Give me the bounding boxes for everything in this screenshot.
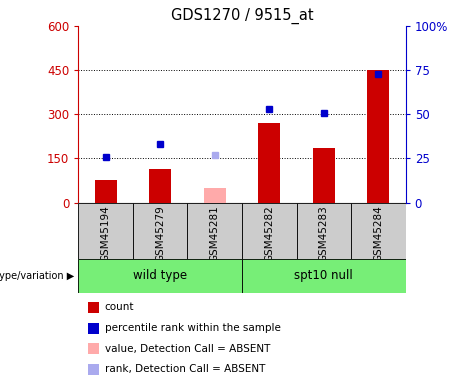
Bar — [351, 202, 406, 259]
Text: GSM45279: GSM45279 — [155, 206, 165, 262]
Bar — [78, 202, 133, 259]
Text: count: count — [105, 303, 134, 312]
Bar — [188, 202, 242, 259]
Bar — [78, 259, 242, 292]
Title: GDS1270 / 9515_at: GDS1270 / 9515_at — [171, 7, 313, 24]
Bar — [204, 188, 226, 202]
Text: value, Detection Call = ABSENT: value, Detection Call = ABSENT — [105, 344, 270, 354]
Bar — [313, 148, 335, 202]
Bar — [95, 180, 117, 203]
Bar — [242, 202, 296, 259]
Text: spt10 null: spt10 null — [295, 269, 353, 282]
Bar — [242, 259, 406, 292]
Text: rank, Detection Call = ABSENT: rank, Detection Call = ABSENT — [105, 364, 265, 374]
Text: genotype/variation ▶: genotype/variation ▶ — [0, 271, 74, 280]
Text: GSM45282: GSM45282 — [264, 206, 274, 262]
Text: GSM45284: GSM45284 — [373, 206, 384, 262]
Bar — [296, 202, 351, 259]
Bar — [133, 202, 188, 259]
Bar — [367, 70, 389, 202]
Text: GSM45194: GSM45194 — [100, 206, 111, 262]
Text: percentile rank within the sample: percentile rank within the sample — [105, 323, 281, 333]
Text: GSM45281: GSM45281 — [210, 206, 220, 262]
Bar — [258, 123, 280, 202]
Text: wild type: wild type — [133, 269, 187, 282]
Bar — [149, 169, 171, 202]
Text: GSM45283: GSM45283 — [319, 206, 329, 262]
